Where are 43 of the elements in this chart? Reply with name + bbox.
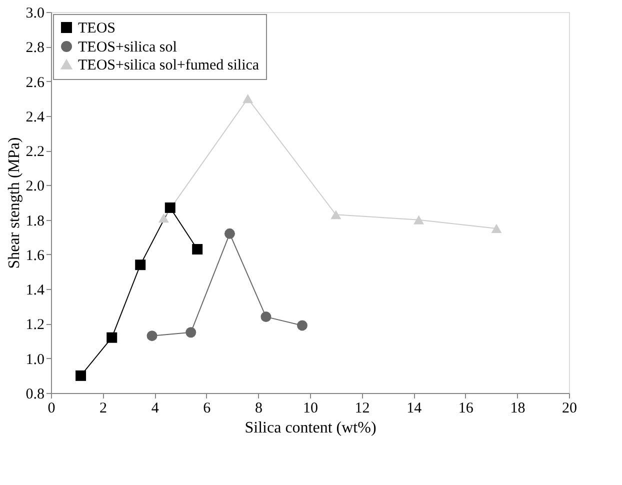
y-tick-label: 1.6	[26, 248, 45, 264]
x-tick-label: 4	[151, 400, 160, 416]
point	[224, 228, 235, 239]
y-tick-label: 1.4	[26, 282, 45, 299]
point	[260, 312, 272, 322]
point	[186, 327, 196, 338]
legend-label: TEOS+silica sol+fumed silica	[78, 58, 260, 74]
y-tick-label: 2.0	[26, 178, 44, 195]
point	[158, 214, 169, 223]
point	[414, 215, 424, 224]
y-tick-label: 2.4	[26, 109, 45, 126]
point	[242, 94, 254, 104]
y-tick-label: 1.8	[26, 213, 44, 230]
point	[76, 370, 86, 381]
point	[192, 244, 203, 255]
point	[491, 224, 502, 234]
y-axis-title: Shear stength (MPa)	[6, 137, 23, 269]
x-tick-label: 0	[48, 400, 56, 416]
point	[330, 210, 342, 220]
x-tick-label: 14	[406, 400, 422, 416]
point	[164, 202, 176, 213]
point	[135, 260, 146, 270]
point	[296, 320, 308, 331]
y-tick-label: 1.2	[26, 317, 44, 334]
point	[146, 330, 158, 342]
legend-label: TEOS+silica sol	[78, 40, 177, 56]
x-tick-label: 6	[203, 400, 212, 416]
y-tick-label: 0.8	[26, 386, 44, 402]
x-tick-label: 10	[303, 400, 318, 416]
y-tick-label: 2.2	[26, 144, 44, 160]
x-tick-label: 18	[510, 400, 526, 416]
y-tick-label: 1.0	[26, 352, 44, 368]
y-tick-label: 2.8	[26, 40, 44, 56]
y-tick-label: 2.6	[26, 74, 45, 91]
x-tick-label: 2	[100, 400, 108, 416]
x-tick-label: 12	[354, 400, 370, 416]
x-tick-label: 16	[458, 400, 474, 416]
point	[106, 332, 118, 343]
x-axis-title: Silica content (wt%)	[244, 420, 376, 436]
legend-label: TEOS	[78, 20, 116, 36]
x-tick-label: 8	[254, 400, 262, 416]
x-tick-label: 20	[562, 400, 577, 416]
y-tick-label: 3.0	[26, 6, 44, 22]
